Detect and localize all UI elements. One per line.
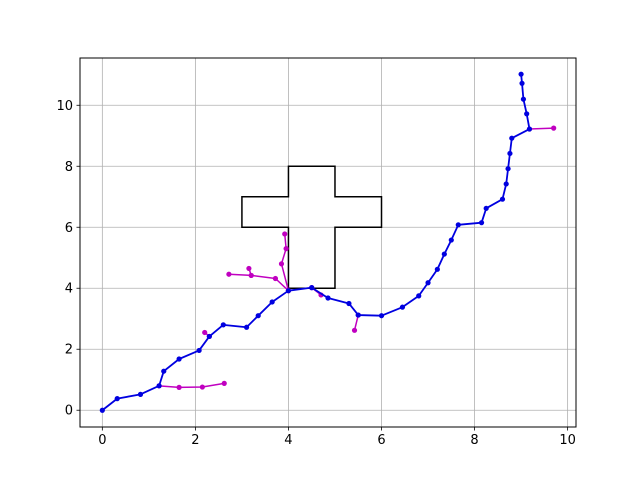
path-point <box>243 324 250 330</box>
branch-line <box>529 127 554 130</box>
path-point <box>399 304 406 310</box>
path-point <box>161 368 167 374</box>
x-tick-label: 0 <box>98 433 106 448</box>
branch-point <box>272 275 279 282</box>
axis-ticks: 0 2 4 6 8 10 0 2 4 6 8 10 <box>56 99 575 448</box>
path-point <box>441 251 447 257</box>
path-point <box>478 220 485 226</box>
branch-point <box>202 329 208 336</box>
branch-point <box>176 384 182 390</box>
x-tick-label: 4 <box>284 433 292 448</box>
branch-point <box>551 125 557 131</box>
y-tick-label: 6 <box>65 221 73 236</box>
path-point <box>255 313 261 319</box>
path-point <box>509 135 515 141</box>
path-point <box>518 71 524 77</box>
path-point <box>309 285 315 291</box>
branch-line <box>159 382 225 389</box>
path-point <box>156 383 162 389</box>
y-tick-label: 2 <box>65 343 73 358</box>
path-point <box>206 333 212 340</box>
branch-point <box>278 261 285 267</box>
x-tick-label: 6 <box>377 433 385 448</box>
path-point <box>137 391 144 397</box>
path-series <box>99 71 533 413</box>
path-point <box>507 150 513 157</box>
path-point <box>448 237 454 243</box>
path-point <box>378 313 385 319</box>
path-point <box>355 312 361 318</box>
path-point <box>520 96 527 102</box>
path-point <box>176 356 182 362</box>
path-point <box>524 111 530 117</box>
path-point <box>503 181 509 187</box>
path-point <box>499 196 506 202</box>
y-tick-label: 0 <box>65 404 73 419</box>
path-point <box>519 80 525 86</box>
branch-point <box>351 327 358 333</box>
branch-line <box>280 233 290 291</box>
path-point <box>346 300 352 307</box>
y-tick-label: 4 <box>65 282 73 297</box>
obstacle <box>241 165 383 289</box>
branch-line <box>228 273 289 292</box>
branch-point <box>221 380 227 386</box>
cross-obstacle <box>241 165 383 289</box>
path-point <box>434 266 440 272</box>
y-tick-label: 8 <box>65 160 73 175</box>
branch-point <box>246 265 252 272</box>
x-tick-label: 8 <box>470 433 478 448</box>
x-tick-label: 2 <box>191 433 199 448</box>
path-point <box>269 299 275 305</box>
path-point <box>325 295 331 301</box>
path-point <box>425 280 431 286</box>
path-point <box>455 222 461 228</box>
branch-line <box>353 314 359 331</box>
branch-point <box>248 272 254 279</box>
path-point <box>99 407 105 413</box>
branch-point <box>283 245 289 252</box>
path-point <box>483 205 489 211</box>
path-point <box>196 347 202 354</box>
x-tick-label: 10 <box>559 433 576 448</box>
path-point <box>416 293 422 299</box>
y-tick-label: 10 <box>56 99 73 114</box>
path-point <box>114 396 120 402</box>
path-point <box>220 322 226 328</box>
path-point <box>505 166 511 172</box>
plot-frame <box>79 57 577 428</box>
branch-point <box>226 271 232 277</box>
path-point <box>526 126 533 132</box>
branch-point <box>282 231 288 237</box>
path-point <box>285 288 292 294</box>
branch-point <box>199 384 205 390</box>
